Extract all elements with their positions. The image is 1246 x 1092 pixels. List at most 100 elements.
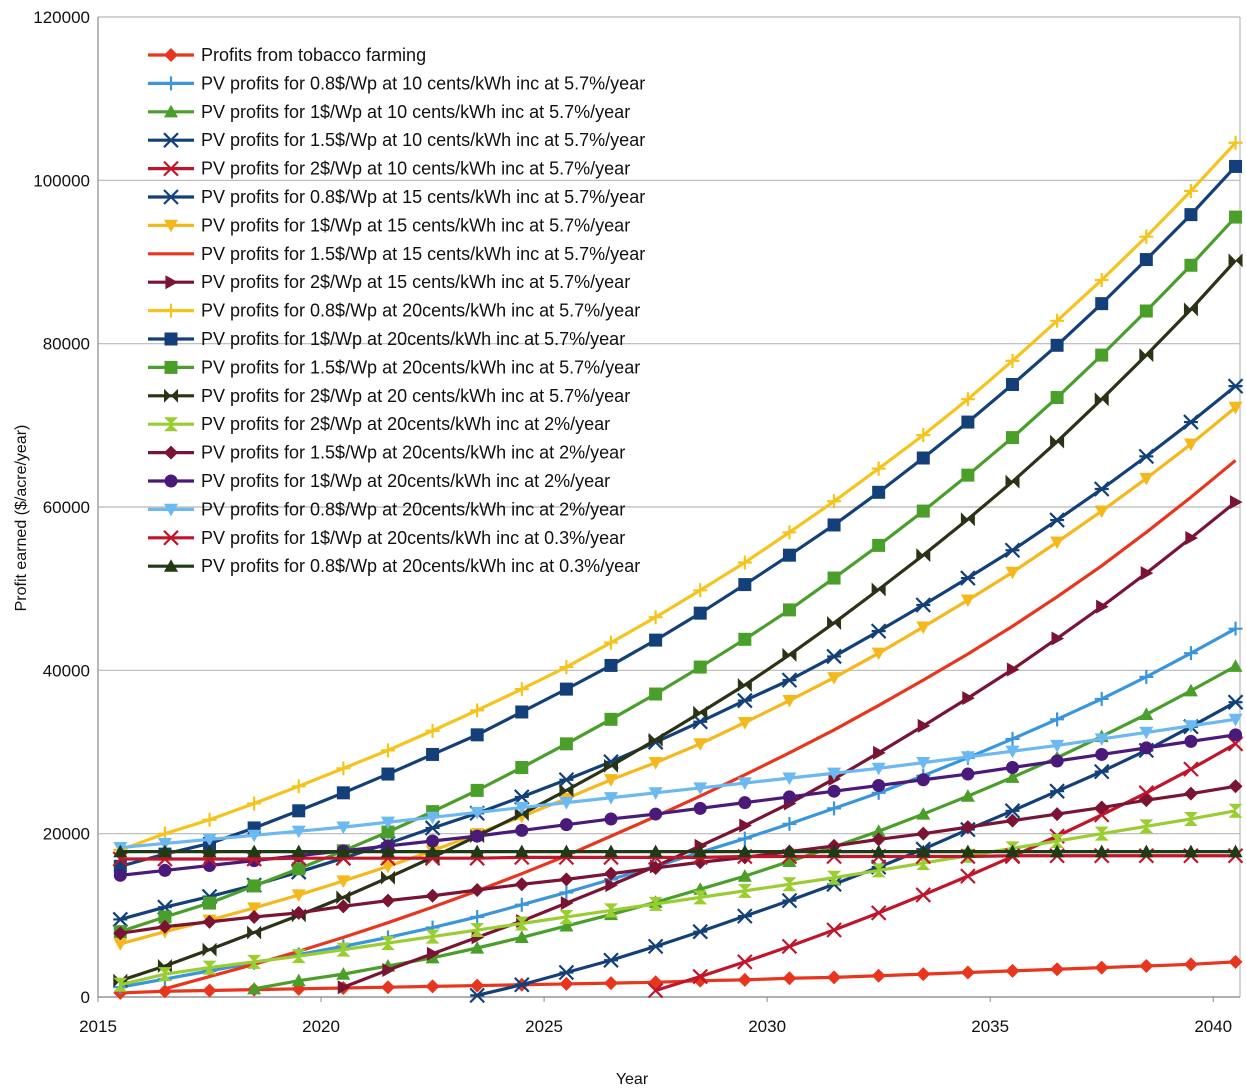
data-point	[203, 859, 216, 872]
data-point	[961, 469, 974, 482]
data-point	[961, 768, 974, 781]
legend-entry: PV profits for 1$/Wp at 20cents/kWh inc …	[148, 528, 625, 548]
legend-entry: PV profits for 1.5$/Wp at 20cents/kWh in…	[148, 443, 625, 463]
legend-entry: PV profits for 2$/Wp at 10 cents/kWh inc…	[148, 159, 630, 179]
data-point	[1184, 735, 1197, 748]
legend-label: PV profits for 2$/Wp at 10 cents/kWh inc…	[201, 159, 630, 179]
data-point	[248, 879, 261, 892]
data-point	[649, 808, 662, 821]
data-point	[1229, 211, 1242, 224]
legend-label: PV profits for 2$/Wp at 20 cents/kWh inc…	[201, 386, 630, 406]
x-tick-label: 2020	[302, 1017, 340, 1036]
legend-label: PV profits for 1$/Wp at 20cents/kWh inc …	[201, 329, 625, 349]
legend-label: PV profits for 1.5$/Wp at 10 cents/kWh i…	[201, 130, 645, 150]
legend-entry: PV profits for 1$/Wp at 20cents/kWh inc …	[148, 329, 625, 349]
x-tick-label: 2025	[525, 1017, 563, 1036]
data-point	[158, 864, 171, 877]
x-axis-title: Year	[616, 1071, 649, 1088]
legend-label: PV profits for 0.8$/Wp at 20cents/kWh in…	[201, 556, 640, 576]
legend-label: PV profits for 1$/Wp at 15 cents/kWh inc…	[201, 215, 630, 235]
data-point	[605, 812, 618, 825]
data-point	[738, 578, 751, 591]
data-point	[203, 897, 216, 910]
data-point	[471, 784, 484, 797]
data-point	[1140, 253, 1153, 266]
legend-label: PV profits for 0.8$/Wp at 15 cents/kWh i…	[201, 187, 645, 207]
y-tick-label: 100000	[33, 171, 90, 190]
x-tick-label: 2030	[748, 1017, 786, 1036]
data-point	[649, 634, 662, 647]
legend-entry: PV profits for 1$/Wp at 15 cents/kWh inc…	[148, 215, 630, 235]
data-point	[1229, 160, 1242, 173]
y-tick-label: 40000	[43, 661, 90, 680]
data-point	[165, 475, 178, 488]
legend-label: PV profits for 1$/Wp at 10 cents/kWh inc…	[201, 102, 630, 122]
data-point	[872, 539, 885, 552]
data-point	[1184, 208, 1197, 221]
data-point	[783, 790, 796, 803]
y-tick-label: 0	[81, 988, 90, 1007]
data-point	[515, 761, 528, 774]
legend-label: PV profits for 1.5$/Wp at 20cents/kWh in…	[201, 443, 625, 463]
legend-entry: PV profits for 1.5$/Wp at 10 cents/kWh i…	[148, 130, 645, 150]
legend-entry: PV profits for 2$/Wp at 20 cents/kWh inc…	[148, 386, 630, 406]
legend-label: PV profits for 1$/Wp at 20cents/kWh inc …	[201, 528, 625, 548]
data-point	[292, 804, 305, 817]
data-point	[783, 549, 796, 562]
data-point	[471, 830, 484, 843]
data-point	[1140, 741, 1153, 754]
legend-entry: PV profits for 0.8$/Wp at 20cents/kWh in…	[148, 499, 625, 519]
data-point	[694, 661, 707, 674]
legend-entry: PV profits for 1.5$/Wp at 20cents/kWh in…	[148, 357, 640, 377]
data-point	[828, 572, 841, 585]
data-point	[1184, 259, 1197, 272]
data-point	[783, 603, 796, 616]
data-point	[426, 748, 439, 761]
x-tick-label: 2015	[79, 1017, 117, 1036]
data-point	[961, 416, 974, 429]
data-point	[560, 818, 573, 831]
data-point	[828, 785, 841, 798]
legend-entry: PV profits for 0.8$/Wp at 20cents/kWh in…	[148, 301, 640, 321]
legend-label: PV profits for 0.8$/Wp at 20cents/kWh in…	[201, 301, 640, 321]
legend-label: PV profits for 2$/Wp at 15 cents/kWh inc…	[201, 272, 630, 292]
data-point	[1051, 754, 1064, 767]
legend-entry: PV profits for 0.8$/Wp at 15 cents/kWh i…	[148, 187, 645, 207]
data-point	[1051, 391, 1064, 404]
data-point	[917, 505, 930, 518]
legend-label: PV profits for 1.5$/Wp at 20cents/kWh in…	[201, 357, 640, 377]
legend-entry: PV profits for 1$/Wp at 20cents/kWh inc …	[148, 471, 610, 491]
data-point	[694, 802, 707, 815]
legend-label: PV profits for 2$/Wp at 20cents/kWh inc …	[201, 414, 610, 434]
legend-entry: PV profits for 2$/Wp at 15 cents/kWh inc…	[148, 272, 630, 292]
data-point	[1229, 728, 1242, 741]
data-point	[381, 768, 394, 781]
data-point	[1095, 349, 1108, 362]
y-tick-label: 20000	[43, 825, 90, 844]
legend-label: PV profits for 1.5$/Wp at 15 cents/kWh i…	[201, 244, 645, 264]
y-tick-label: 80000	[43, 335, 90, 354]
data-point	[605, 713, 618, 726]
data-point	[1006, 431, 1019, 444]
data-point	[1095, 297, 1108, 310]
data-point	[872, 486, 885, 499]
x-tick-label: 2040	[1194, 1017, 1232, 1036]
data-point	[165, 333, 178, 346]
y-axis-title: Profit earned ($/acre/year)	[13, 425, 30, 612]
data-point	[694, 607, 707, 620]
data-point	[917, 452, 930, 465]
y-tick-label: 120000	[33, 8, 90, 27]
legend-entry: PV profits for 1.5$/Wp at 15 cents/kWh i…	[148, 244, 645, 264]
data-point	[917, 773, 930, 786]
legend-entry: PV profits for 0.8$/Wp at 20cents/kWh in…	[148, 556, 640, 576]
legend-entry: PV profits for 2$/Wp at 20cents/kWh inc …	[148, 414, 610, 434]
data-point	[515, 824, 528, 837]
data-point	[1051, 339, 1064, 352]
data-point	[1006, 378, 1019, 391]
legend-entry: PV profits for 1$/Wp at 10 cents/kWh inc…	[148, 102, 630, 122]
y-tick-label: 60000	[43, 498, 90, 517]
data-point	[515, 705, 528, 718]
data-point	[1095, 748, 1108, 761]
data-point	[738, 796, 751, 809]
data-point	[165, 361, 178, 374]
